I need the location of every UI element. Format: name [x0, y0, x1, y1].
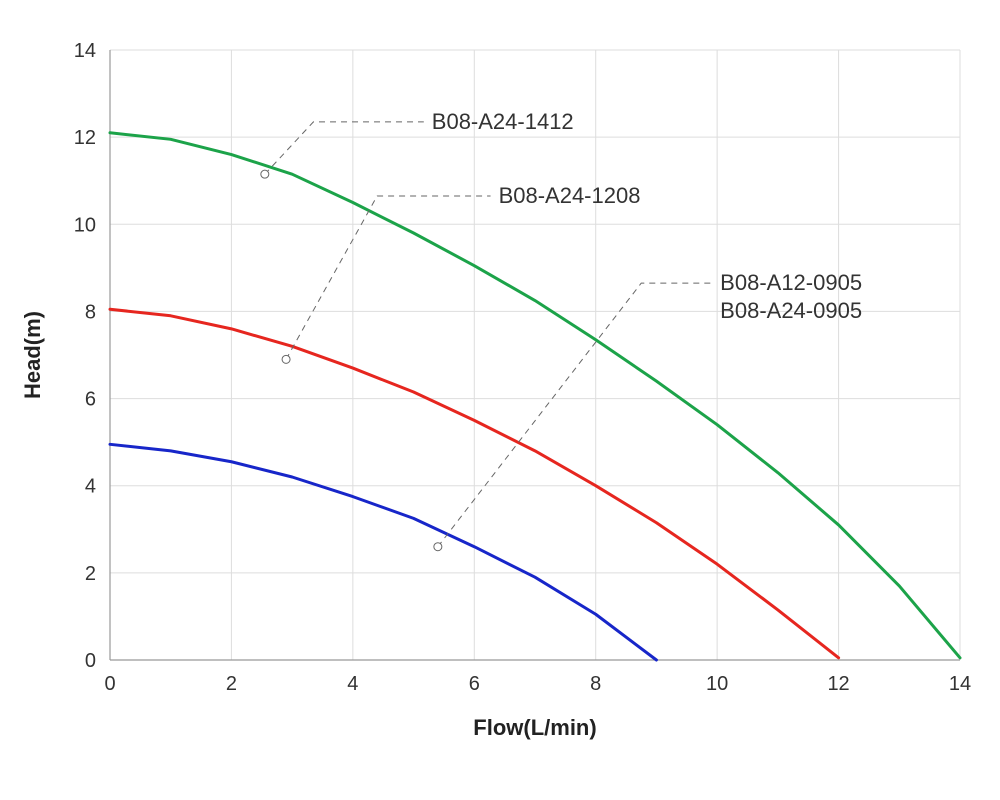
y-tick-label: 14	[74, 40, 96, 62]
x-tick-label: 6	[469, 673, 480, 695]
callout-label-0-0: B08-A24-1412	[432, 109, 574, 134]
pump-curve-chart: 0 2 4 6 8 10 12 14 0 2 4 6 8 10 12 14 B08-A24-1412 B08-A2…	[0, 0, 1000, 800]
callout-dot-1	[282, 355, 290, 363]
x-tick-label: 14	[949, 673, 971, 695]
x-tick-label: 4	[347, 673, 358, 695]
y-tick-label: 4	[85, 476, 96, 498]
y-tick-label: 12	[74, 127, 96, 149]
chart-svg: 0 2 4 6 8 10 12 14 0 2 4 6 8 10 12 14 B08-A24-1412 B08-A2…	[0, 0, 1000, 800]
x-tick-label: 2	[226, 673, 237, 695]
callout-label-2-0: B08-A12-0905	[720, 270, 862, 295]
y-tick-label: 6	[85, 389, 96, 411]
x-axis-title: Flow(L/min)	[473, 715, 596, 740]
callout-dot-0	[261, 170, 269, 178]
x-tick-label: 0	[104, 673, 115, 695]
x-tick-label: 8	[590, 673, 601, 695]
y-tick-label: 2	[85, 563, 96, 585]
y-tick-label: 0	[85, 650, 96, 672]
y-tick-label: 10	[74, 214, 96, 236]
callout-label-1-0: B08-A24-1208	[499, 183, 641, 208]
callout-label-2-1: B08-A24-0905	[720, 298, 862, 323]
y-tick-label: 8	[85, 301, 96, 323]
callout-dot-2	[434, 543, 442, 551]
plot-bg	[110, 50, 960, 660]
y-axis-title: Head(m)	[20, 311, 45, 399]
x-tick-label: 12	[827, 673, 849, 695]
x-tick-label: 10	[706, 673, 728, 695]
